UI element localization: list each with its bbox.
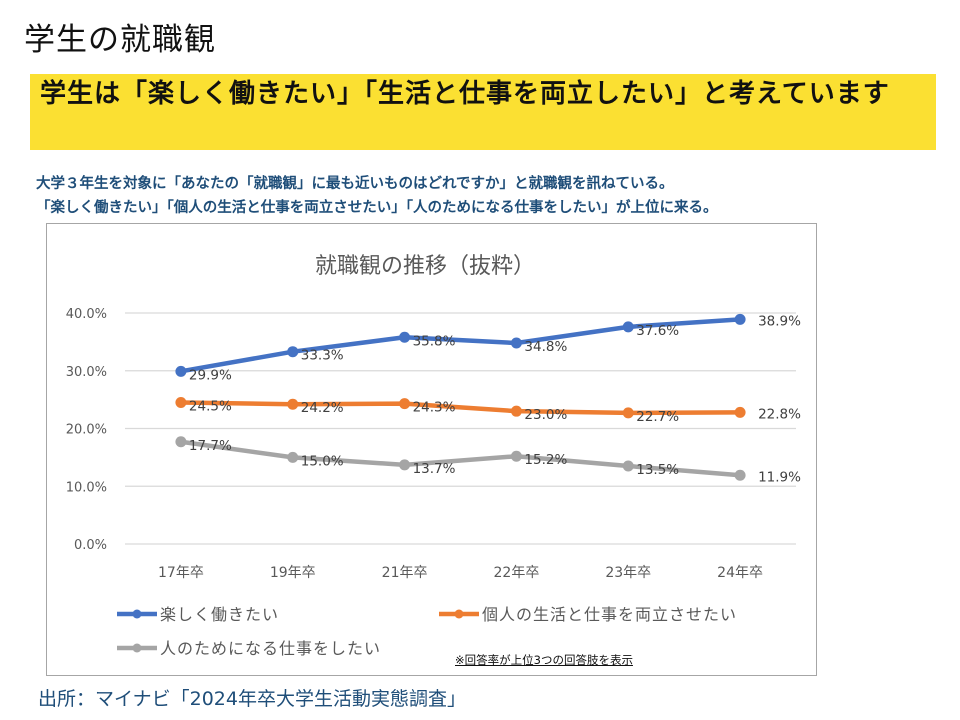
x-axis-labels: 17年卒 19年卒 21年卒 22年卒 23年卒 24年卒 (158, 565, 763, 581)
data-point (287, 346, 299, 358)
x-tick-label: 19年卒 (270, 565, 316, 581)
y-tick-label: 40.0% (66, 307, 107, 322)
series-group: 29.9% 33.3% 35.8% 34.8% 37.6% 38.9% 24.5% 24.2%… (175, 313, 801, 485)
data-label: 24.5% (189, 399, 232, 415)
y-tick-label: 30.0% (66, 365, 107, 380)
data-point (510, 450, 522, 462)
y-tick-label: 20.0% (66, 423, 107, 438)
data-label: 24.2% (301, 400, 344, 416)
data-point (175, 365, 187, 377)
data-label: 17.7% (189, 438, 232, 454)
data-label: 15.0% (301, 453, 344, 469)
data-label: 24.3% (413, 400, 456, 416)
line-chart: 就職観の推移（抜粋） 0.0% 10.0% 20.0% 30.0% 40.0% 17年卒… (66, 254, 801, 658)
description-line-1: 大学３年生を対象に「あなたの「就職観」に最も近いものはどれですか」と就職観を訊ね… (36, 176, 674, 192)
legend-marker-icon (132, 609, 142, 619)
gridlines (125, 312, 796, 545)
series-3: 17.7% 15.0% 13.7% 15.2% 13.5% 11.9% (175, 436, 801, 485)
data-point (734, 313, 746, 325)
data-point (622, 321, 634, 333)
legend-marker-icon (454, 609, 464, 619)
data-label: 38.9% (758, 313, 801, 329)
data-point (734, 469, 746, 481)
chart-title: 就職観の推移（抜粋） (315, 254, 535, 279)
slide-title: 学生の就職観 (24, 22, 216, 58)
series-2: 24.5% 24.2% 24.3% 23.0% 22.7% 22.8% (175, 397, 801, 425)
data-point (399, 398, 411, 410)
data-label: 13.5% (636, 462, 679, 478)
y-axis-labels: 0.0% 10.0% 20.0% 30.0% 40.0% (66, 307, 107, 553)
data-point (287, 451, 299, 463)
data-label: 37.6% (636, 323, 679, 339)
data-point (734, 406, 746, 418)
data-point (510, 405, 522, 417)
source-citation: 出所：マイナビ「2024年卒大学生活動実態調査」 (38, 688, 466, 710)
data-label: 13.7% (413, 461, 456, 477)
data-label: 22.8% (758, 406, 801, 422)
legend-item-2: 個人の生活と仕事を両立させたい (439, 605, 737, 624)
legend-label: 人のためになる仕事をしたい (160, 639, 381, 658)
legend-item-1: 楽しく働きたい (117, 605, 279, 624)
data-label: 29.9% (189, 367, 232, 383)
data-point (175, 397, 187, 409)
headline-text: 学生は「楽しく働きたい」「生活と仕事を両立したい」と考えています (40, 79, 890, 109)
data-point (399, 331, 411, 343)
data-label: 34.8% (524, 339, 567, 355)
footnote: ※回答率が上位3つの回答肢を表示 (455, 653, 633, 667)
data-point (175, 436, 187, 448)
data-label: 35.8% (413, 333, 456, 349)
data-label: 33.3% (301, 348, 344, 364)
series-line (178, 400, 743, 416)
data-label: 11.9% (758, 469, 801, 485)
x-tick-label: 24年卒 (717, 565, 763, 581)
x-tick-label: 22年卒 (494, 565, 540, 581)
legend-label: 個人の生活と仕事を両立させたい (482, 605, 737, 624)
description-line-2: 「楽しく働きたい」「個人の生活と仕事を両立させたい」「人のためになる仕事をしたい… (36, 200, 718, 216)
y-tick-label: 0.0% (74, 538, 107, 553)
legend-label: 楽しく働きたい (160, 605, 279, 624)
data-label: 22.7% (636, 409, 679, 425)
series-line (178, 439, 743, 478)
x-tick-label: 21年卒 (382, 565, 428, 581)
legend-item-3: 人のためになる仕事をしたい (117, 639, 381, 658)
x-tick-label: 17年卒 (158, 565, 204, 581)
series-1: 29.9% 33.3% 35.8% 34.8% 37.6% 38.9% (175, 313, 801, 383)
data-point (510, 337, 522, 349)
headline-banner: 学生は「楽しく働きたい」「生活と仕事を両立したい」と考えています (30, 74, 936, 150)
data-label: 23.0% (524, 407, 567, 423)
data-point (622, 460, 634, 472)
chart-container: 就職観の推移（抜粋） 0.0% 10.0% 20.0% 30.0% 40.0% 17年卒… (46, 223, 817, 676)
legend-marker-icon (132, 643, 142, 653)
x-tick-label: 23年卒 (605, 565, 651, 581)
series-line (178, 317, 743, 374)
description: 大学３年生を対象に「あなたの「就職観」に最も近いものはどれですか」と就職観を訊ね… (36, 172, 718, 220)
data-point (622, 407, 634, 419)
data-point (287, 398, 299, 410)
data-point (399, 459, 411, 471)
data-label: 15.2% (524, 452, 567, 468)
y-tick-label: 10.0% (66, 480, 107, 495)
